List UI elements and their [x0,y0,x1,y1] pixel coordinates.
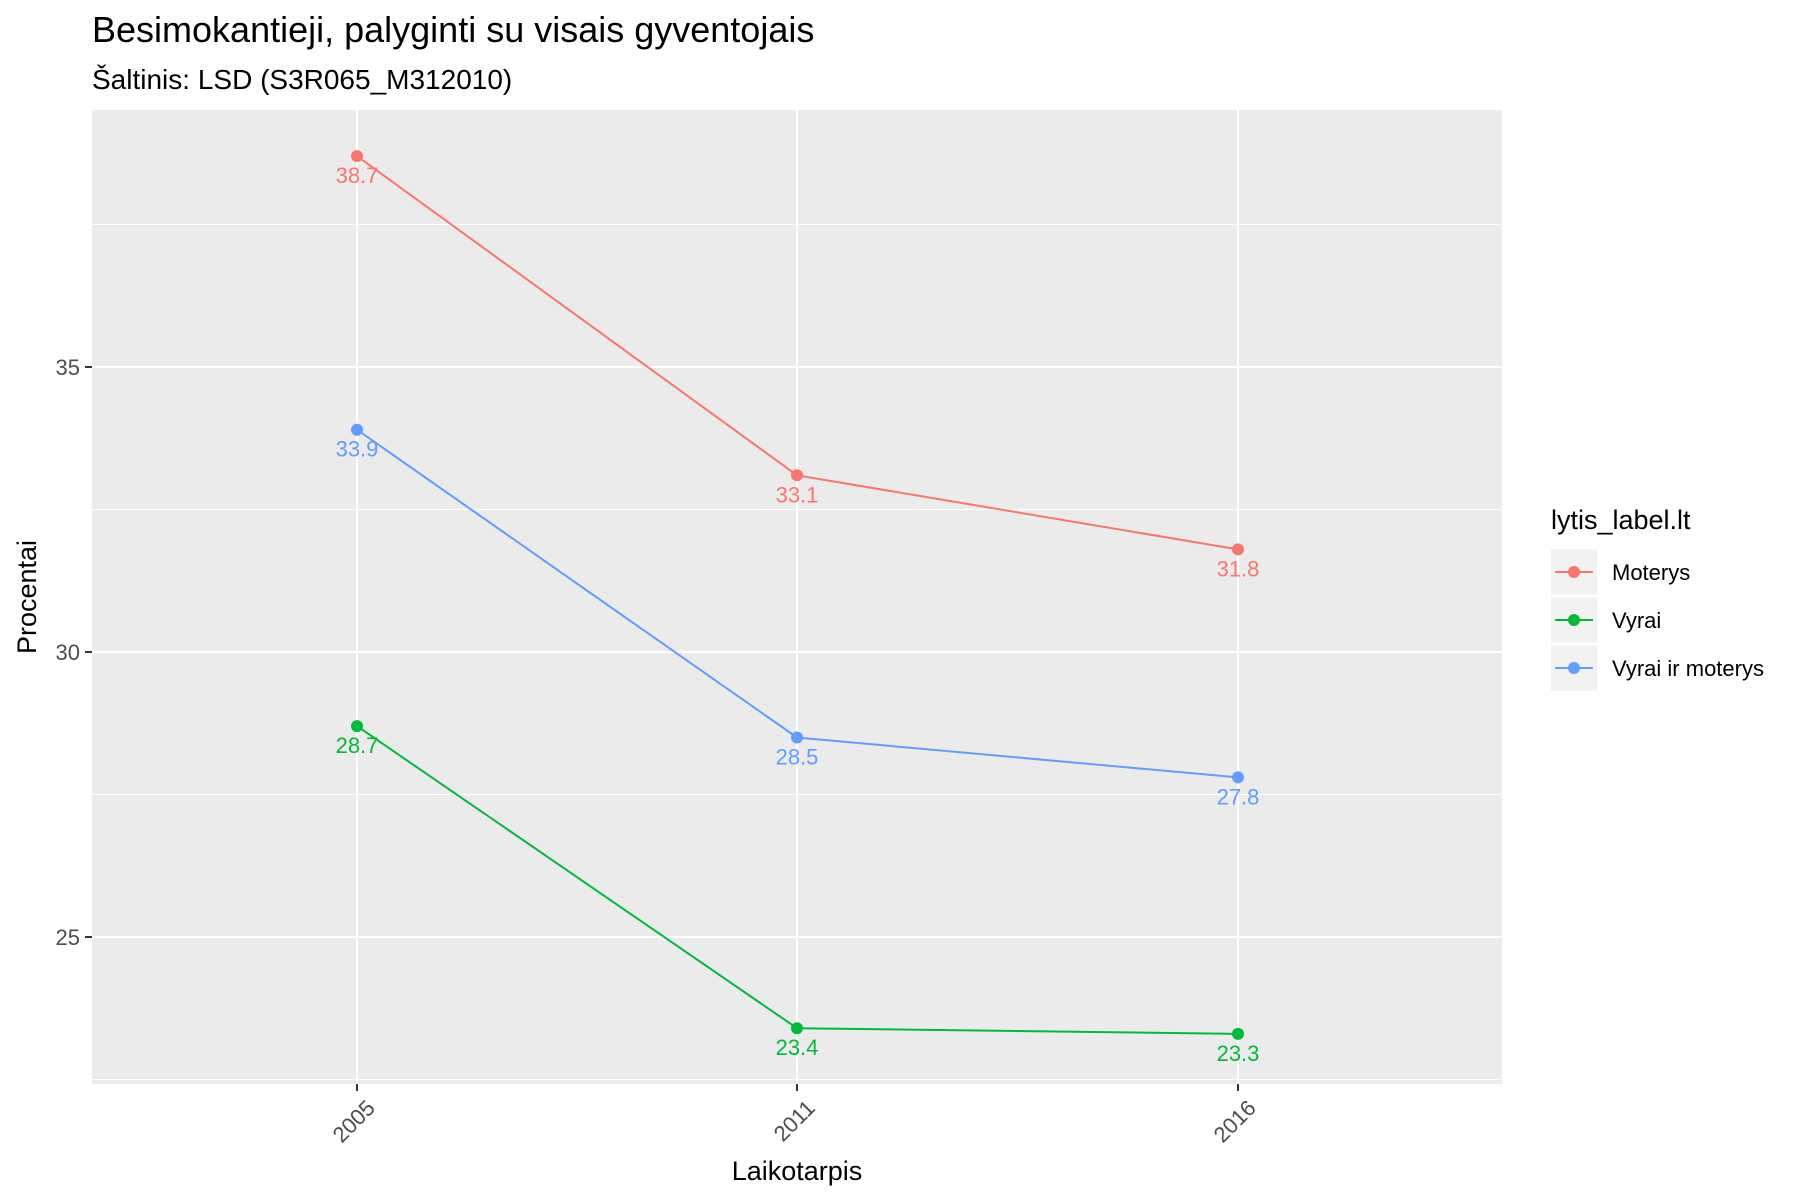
data-label: 28.5 [776,745,819,770]
data-point [1232,771,1244,784]
data-label: 33.9 [336,437,379,462]
data-point [351,423,363,436]
legend-label: Moterys [1612,560,1690,585]
data-point [791,469,803,482]
data-point [351,720,363,733]
legend-key-point [1568,614,1580,626]
data-point [791,1022,803,1035]
x-tick-label: 2005 [328,1095,380,1147]
data-point [791,731,803,744]
data-label: 23.4 [776,1035,819,1060]
legend-title: lytis_label.lt [1551,505,1691,535]
data-label: 33.1 [776,482,819,507]
legend-label: Vyrai [1612,608,1661,633]
legend-key-point [1568,662,1580,674]
legend-items: Moterys Vyrai Vyrai ir moterys [1551,549,1764,691]
x-tick-label: 2011 [769,1095,820,1146]
grid-lines [92,110,1502,1084]
data-point [1232,543,1244,556]
y-axis-title: Procentai [12,540,42,654]
data-label: 31.8 [1217,556,1260,581]
series-lines [351,150,1244,1040]
x-tick-label: 2016 [1209,1095,1261,1147]
legend: lytis_label.lt Moterys Vyrai Vyrai ir mote… [1551,505,1764,691]
data-label: 27.8 [1217,784,1260,809]
y-tick-label: 30 [56,640,80,665]
data-labels: 38.7 33.1 31.8 28.7 23.4 23.3 33.9 28.5 27.8 [336,163,1260,1066]
data-label: 38.7 [336,163,379,188]
data-point [351,150,363,163]
data-label: 23.3 [1217,1041,1260,1066]
legend-label: Vyrai ir moterys [1612,656,1764,681]
x-axis-title: Laikotarpis [732,1156,863,1186]
chart-subtitle: Šaltinis: LSD (S3R065_M312010) [92,64,512,95]
data-label: 28.7 [336,733,379,758]
y-tick-label: 25 [56,925,80,950]
y-tick-label: 35 [56,355,80,380]
chart-title: Besimokantieji, palyginti su visais gyve… [92,9,814,50]
data-point [1232,1027,1244,1040]
legend-key-point [1568,566,1580,578]
